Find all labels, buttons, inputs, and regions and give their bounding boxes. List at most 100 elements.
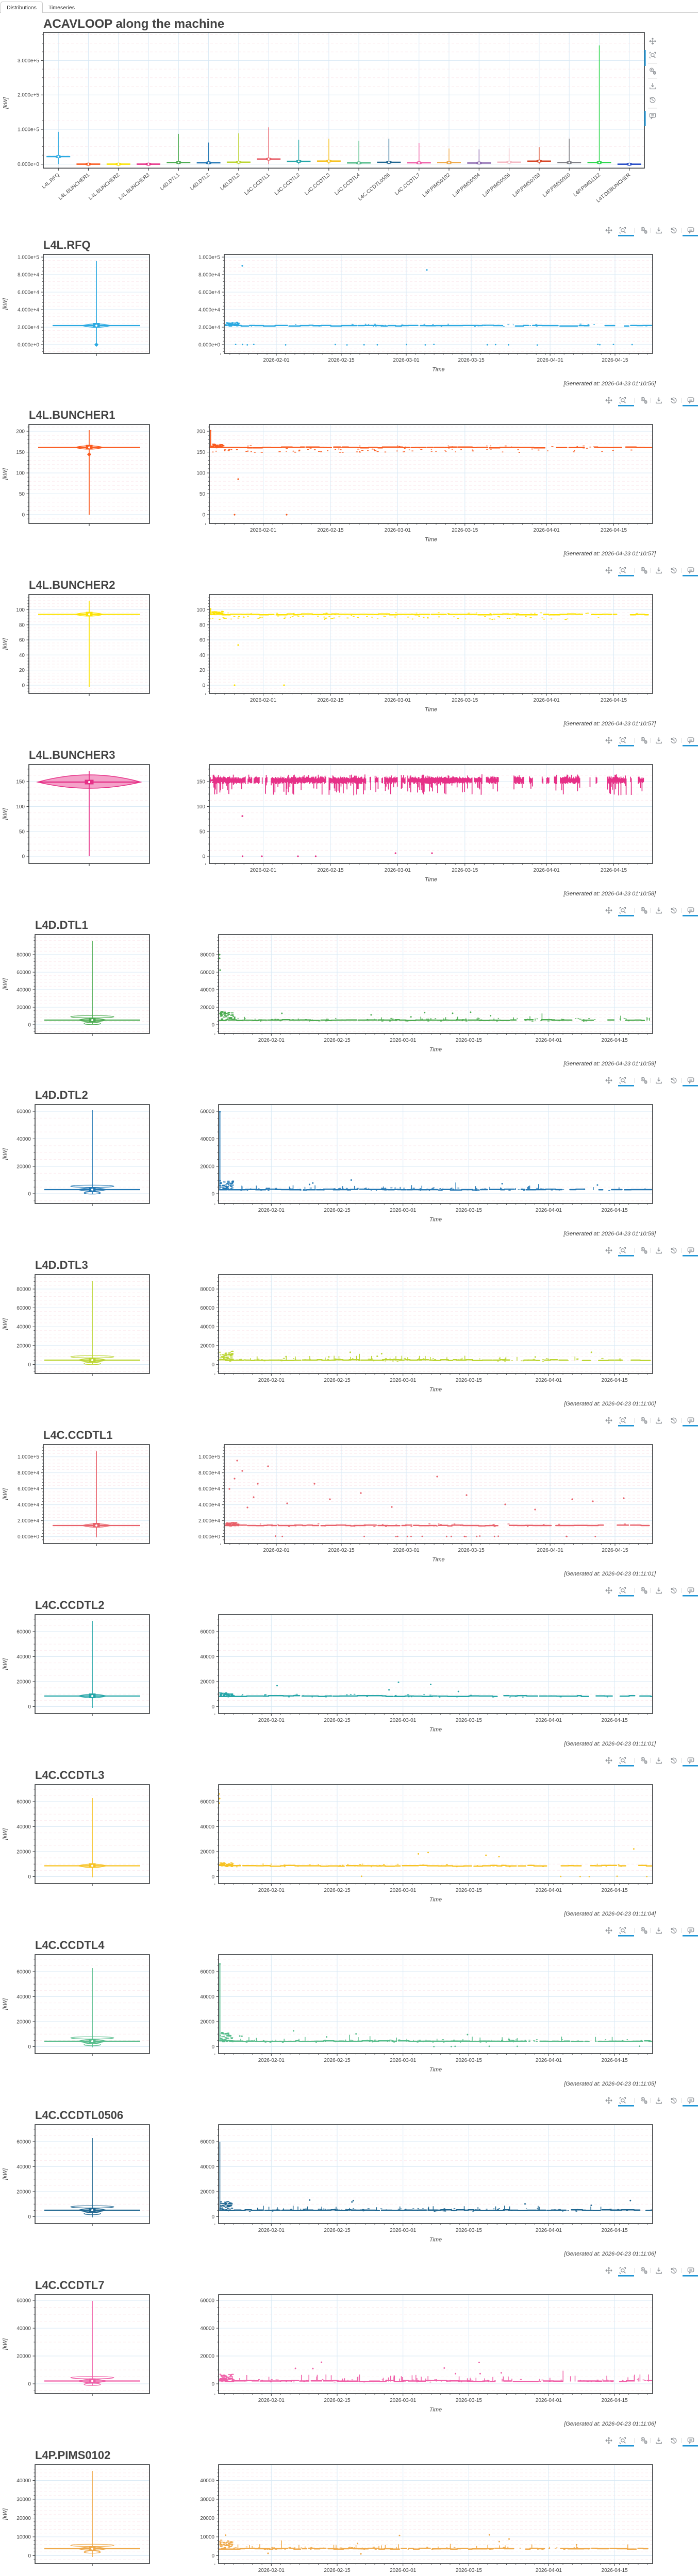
svg-text:30000: 30000 <box>200 2497 214 2503</box>
svg-text:[Generated at: 2026-04-23 01:1: [Generated at: 2026-04-23 01:10:58] <box>563 891 656 897</box>
svg-text:Time: Time <box>429 1217 442 1223</box>
svg-text:60000: 60000 <box>16 1630 31 1635</box>
svg-text:40000: 40000 <box>200 2326 214 2332</box>
svg-text:8.000e+4: 8.000e+4 <box>18 1470 39 1476</box>
svg-text:40000: 40000 <box>16 1654 31 1660</box>
svg-text:2026-04-01: 2026-04-01 <box>536 1888 562 1893</box>
svg-text:2026-02-15: 2026-02-15 <box>324 1208 351 1213</box>
svg-text:40000: 40000 <box>200 1325 214 1330</box>
svg-text:2026-04-01: 2026-04-01 <box>536 2568 562 2573</box>
svg-text:100: 100 <box>16 471 25 477</box>
svg-text:20000: 20000 <box>200 2354 214 2360</box>
svg-text:[Generated at: 2026-04-23 01:1: [Generated at: 2026-04-23 01:11:05] <box>563 2081 656 2087</box>
svg-text:L4D.DTL2: L4D.DTL2 <box>189 172 211 192</box>
svg-text:[kW]: [kW] <box>2 2508 8 2520</box>
svg-text:6.000e+4: 6.000e+4 <box>198 290 220 296</box>
svg-text:0: 0 <box>211 2553 214 2559</box>
svg-text:[Generated at: 2026-04-23 01:1: [Generated at: 2026-04-23 01:10:57] <box>563 551 656 557</box>
svg-text:0: 0 <box>202 513 205 518</box>
svg-text:2026-02-15: 2026-02-15 <box>317 868 344 873</box>
svg-text:0.000e+0: 0.000e+0 <box>198 343 220 348</box>
svg-text:40000: 40000 <box>200 1824 214 1830</box>
svg-text:L4C.CCDTL1: L4C.CCDTL1 <box>43 1429 112 1442</box>
svg-text:2026-04-01: 2026-04-01 <box>534 528 560 533</box>
svg-text:20000: 20000 <box>16 1005 31 1011</box>
svg-text:40: 40 <box>200 653 206 658</box>
svg-text:L4P.PIMS0506: L4P.PIMS0506 <box>481 172 511 198</box>
svg-text:0: 0 <box>28 2214 31 2220</box>
svg-text:60000: 60000 <box>16 1306 31 1311</box>
svg-text:[kW]: [kW] <box>2 1998 8 2010</box>
svg-text:2026-04-01: 2026-04-01 <box>536 2058 562 2063</box>
svg-text:2.000e+5: 2.000e+5 <box>18 93 39 98</box>
svg-text:40000: 40000 <box>16 1994 31 2000</box>
svg-text:[kW]: [kW] <box>2 1488 8 1500</box>
svg-text:1.000e+5: 1.000e+5 <box>18 1454 39 1460</box>
svg-text:2026-03-15: 2026-03-15 <box>452 698 478 703</box>
svg-text:60000: 60000 <box>16 2298 31 2304</box>
svg-text:60: 60 <box>200 638 206 643</box>
svg-text:L4L.RFQ: L4L.RFQ <box>41 172 61 190</box>
svg-text:150: 150 <box>196 779 205 785</box>
svg-text:80: 80 <box>19 622 25 628</box>
svg-text:40000: 40000 <box>16 2478 31 2484</box>
svg-text:[Generated at: 2026-04-23 01:1: [Generated at: 2026-04-23 01:10:59] <box>563 1061 656 1067</box>
svg-text:L4L.BUNCHER1: L4L.BUNCHER1 <box>29 409 115 421</box>
svg-text:L4C.CCDTL7: L4C.CCDTL7 <box>35 2279 104 2292</box>
svg-text:4.000e+4: 4.000e+4 <box>198 308 220 313</box>
svg-text:2026-04-15: 2026-04-15 <box>602 2058 628 2063</box>
svg-text:0.000e+0: 0.000e+0 <box>18 162 39 167</box>
svg-text:0: 0 <box>211 1023 214 1028</box>
svg-text:20000: 20000 <box>200 1164 214 1170</box>
svg-text:0: 0 <box>202 854 205 860</box>
svg-text:[Generated at: 2026-04-23 01:1: [Generated at: 2026-04-23 01:11:04] <box>563 1911 656 1917</box>
svg-text:2026-03-15: 2026-03-15 <box>452 528 478 533</box>
svg-text:30000: 30000 <box>16 2497 31 2503</box>
svg-text:[kW]: [kW] <box>2 298 8 310</box>
svg-text:60000: 60000 <box>200 1800 214 1805</box>
svg-text:6.000e+4: 6.000e+4 <box>198 1486 220 1492</box>
svg-text:0: 0 <box>22 854 25 860</box>
svg-text:2026-02-01: 2026-02-01 <box>258 1888 285 1893</box>
svg-text:0: 0 <box>22 683 25 689</box>
svg-text:60000: 60000 <box>16 2140 31 2145</box>
svg-text:[kW]: [kW] <box>2 1828 8 1840</box>
svg-text:20000: 20000 <box>16 2190 31 2195</box>
svg-text:2026-02-01: 2026-02-01 <box>258 2398 285 2403</box>
svg-text:L4C.CCDTL4: L4C.CCDTL4 <box>35 1939 105 1952</box>
svg-text:Time: Time <box>429 1727 442 1733</box>
svg-text:Time: Time <box>429 2237 442 2243</box>
svg-text:2026-03-01: 2026-03-01 <box>390 1718 417 1723</box>
svg-text:2026-03-01: 2026-03-01 <box>393 358 420 363</box>
svg-text:L4C.CCDTL3: L4C.CCDTL3 <box>304 172 331 196</box>
svg-text:80: 80 <box>200 622 206 628</box>
svg-text:2.000e+4: 2.000e+4 <box>18 325 39 331</box>
svg-text:2026-03-01: 2026-03-01 <box>390 2568 417 2573</box>
svg-text:0: 0 <box>211 1874 214 1880</box>
svg-text:2026-02-15: 2026-02-15 <box>324 1718 351 1723</box>
svg-text:100: 100 <box>16 607 25 613</box>
svg-text:40000: 40000 <box>200 2164 214 2170</box>
svg-text:150: 150 <box>16 779 25 785</box>
svg-text:L4L.RFQ: L4L.RFQ <box>43 239 91 251</box>
svg-text:2026-02-01: 2026-02-01 <box>258 1718 285 1723</box>
svg-text:2026-03-15: 2026-03-15 <box>456 1718 483 1723</box>
svg-text:L4D.DTL3: L4D.DTL3 <box>219 172 241 192</box>
svg-text:20000: 20000 <box>200 2516 214 2521</box>
svg-text:L4D.DTL3: L4D.DTL3 <box>35 1259 88 1272</box>
svg-text:[kW]: [kW] <box>2 468 8 480</box>
svg-text:40000: 40000 <box>200 1137 214 1142</box>
svg-text:L4P.PIMS1112: L4P.PIMS1112 <box>573 172 602 198</box>
svg-text:2026-04-01: 2026-04-01 <box>536 1378 562 1383</box>
svg-text:0.000e+0: 0.000e+0 <box>18 1534 39 1540</box>
svg-text:80000: 80000 <box>16 953 31 958</box>
svg-text:2026-04-15: 2026-04-15 <box>602 358 628 363</box>
svg-text:Time: Time <box>429 2067 442 2073</box>
svg-text:60000: 60000 <box>200 1109 214 1115</box>
svg-text:2026-03-01: 2026-03-01 <box>393 1548 420 1553</box>
svg-text:2026-02-15: 2026-02-15 <box>324 1378 351 1383</box>
svg-text:20000: 20000 <box>200 1005 214 1011</box>
svg-text:40000: 40000 <box>16 1325 31 1330</box>
svg-text:0: 0 <box>211 2214 214 2220</box>
svg-text:20000: 20000 <box>16 2516 31 2521</box>
